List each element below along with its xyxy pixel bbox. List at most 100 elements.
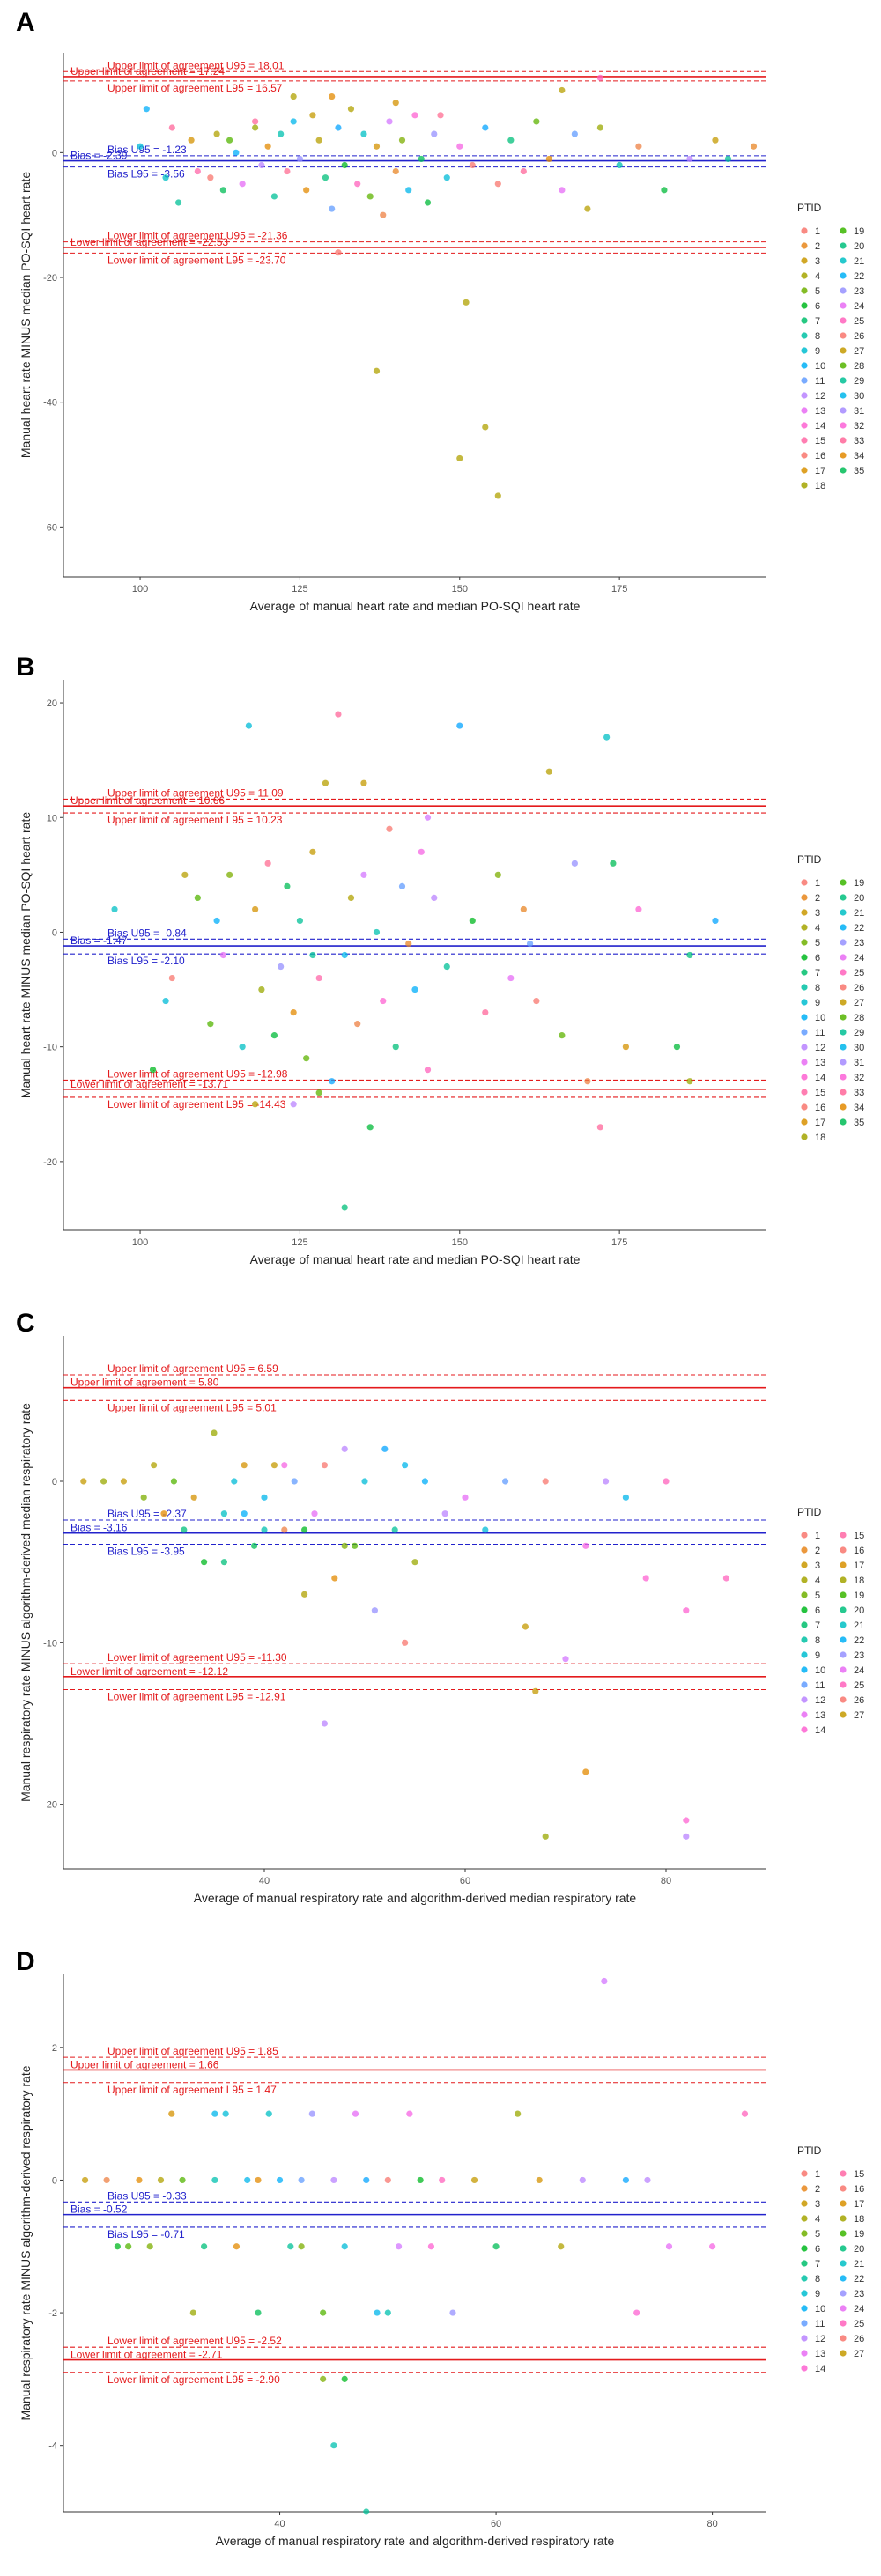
data-point [219,187,226,194]
y-tick-label: -4 [48,2441,57,2452]
legend-label: 13 [815,1710,825,1721]
data-point [329,205,336,212]
data-point [298,2176,305,2184]
legend-label: 17 [854,2199,864,2210]
data-point [143,106,150,113]
legend-key [801,332,808,339]
data-point [233,149,240,156]
legend-label: 33 [854,1088,864,1098]
y-axis-title: Manual heart rate MINUS median PO-SQI he… [19,172,33,458]
data-point [741,2110,749,2117]
legend-key [840,1591,847,1598]
y-tick-label: -10 [43,1043,57,1053]
data-point [281,1526,288,1533]
legend-label: 24 [854,1665,864,1676]
reference-line-label: Bias L95 = -0.71 [107,2228,185,2240]
data-point [405,940,412,948]
reference-line-label: Upper limit of agreement U95 = 18.01 [107,59,285,71]
legend-label: 15 [854,1531,864,1541]
data-point [103,2176,110,2184]
data-point [341,1204,348,1211]
data-point [381,1445,389,1452]
legend-key [801,894,808,901]
legend-key [801,1591,808,1598]
legend-label: 13 [815,406,825,417]
legend-key [840,1044,847,1051]
data-point [542,1478,549,1485]
legend-key [801,377,808,384]
data-point [642,1575,649,1582]
data-point [361,1478,368,1485]
legend-key [840,2320,847,2327]
data-point [427,2243,435,2250]
data-point [309,951,316,959]
data-point [140,1494,147,1501]
data-point [424,1067,432,1074]
reference-line-label: Lower limit of agreement L95 = -2.90 [107,2373,280,2386]
data-point [303,1055,310,1062]
reference-line-label: Upper limit of agreement U95 = 6.59 [107,1362,278,1375]
legend-key [840,242,847,249]
legend-label: 4 [815,1576,820,1586]
data-point [244,2176,251,2184]
legend-key [840,1532,847,1539]
panel-letter: B [16,653,35,682]
data-point [386,118,393,125]
data-point [284,167,291,175]
legend-key [840,1118,847,1126]
legend-key [801,242,808,249]
y-tick-label: 10 [47,813,57,823]
data-point [181,871,189,878]
data-point [341,161,348,169]
data-point [315,974,322,982]
legend-key [801,2170,808,2177]
legend-label: 33 [854,436,864,447]
data-point [290,118,297,125]
y-tick-label: -40 [43,398,57,409]
data-point [398,882,406,889]
legend-label: 9 [815,1650,820,1661]
legend-label: 30 [854,1043,864,1053]
legend-label: 27 [854,1710,864,1721]
data-point [443,963,450,971]
data-point [207,174,214,181]
y-tick-label: -60 [43,522,57,533]
x-axis-title: Average of manual heart rate and median … [250,1252,581,1266]
data-point [507,137,515,144]
data-point [233,2243,241,2250]
data-point [170,1478,177,1485]
legend-label: 35 [854,1118,864,1128]
data-point [418,848,425,855]
data-point [456,143,463,150]
data-point [439,2176,446,2184]
reference-line-label: Bias U95 = -0.33 [107,2189,187,2202]
data-point [616,161,623,169]
bland-altman-plot-c: C 40 60 80 0 -10 -20 Average of manual respirat… [16,1309,864,1905]
panel-letter: D [16,1947,35,1976]
data-point [80,1478,87,1485]
reference-line-label: Lower limit of agreement L95 = -23.70 [107,254,286,266]
legend-key [840,909,847,916]
legend-label: 8 [815,2274,820,2284]
legend-key [801,1118,808,1126]
legend-label: 30 [854,391,864,402]
legend-key [801,287,808,294]
legend-label: 32 [854,421,864,432]
legend-key [801,2305,808,2312]
data-point [526,940,534,948]
legend-label: 20 [854,1605,864,1616]
x-tick-label: 40 [259,1876,270,1886]
x-tick-label: 150 [452,584,468,594]
legend-key [840,1681,847,1688]
data-point [601,1977,608,1985]
reference-line-label: Upper limit of agreement L95 = 1.47 [107,2084,277,2096]
data-point [160,1510,167,1517]
data-point [418,155,425,163]
data-point [309,112,316,119]
legend-label: 20 [854,2244,864,2255]
legend-label: 11 [815,2319,825,2329]
legend-key [801,2275,808,2282]
legend-key [840,452,847,459]
legend-label: 34 [854,451,864,461]
